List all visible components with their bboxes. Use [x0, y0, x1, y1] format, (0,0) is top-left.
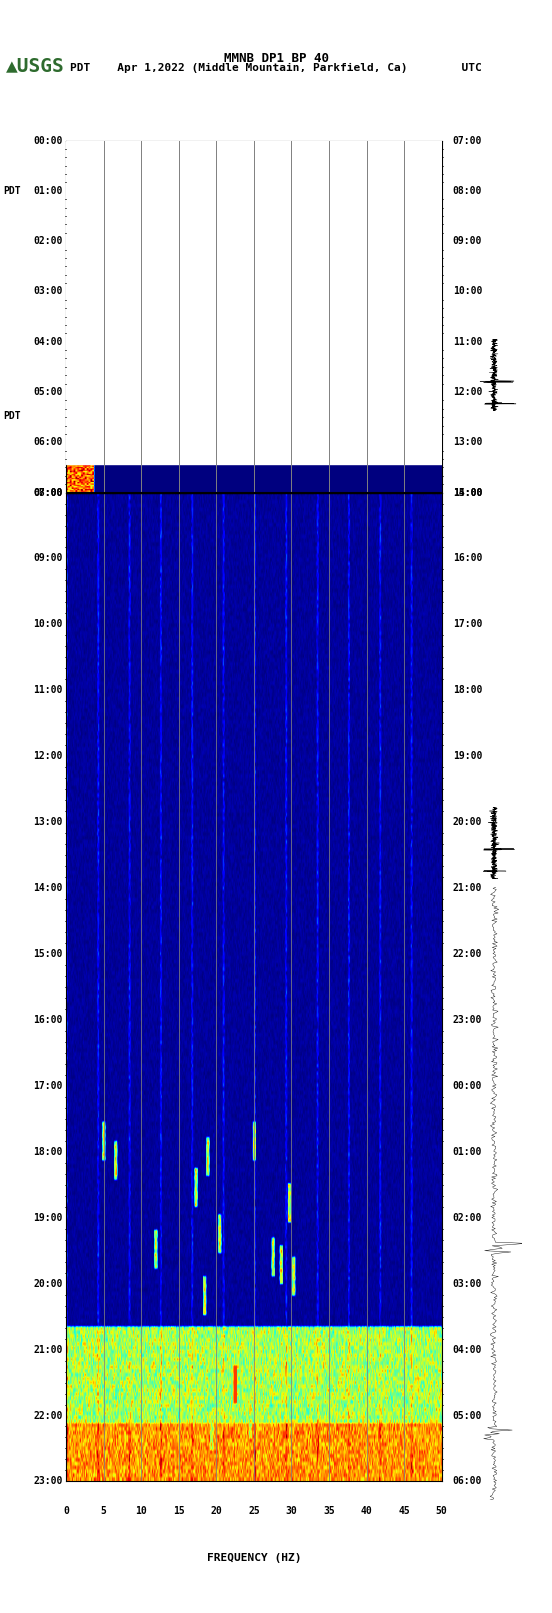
Text: 08:00: 08:00: [33, 487, 62, 497]
Text: 09:00: 09:00: [453, 235, 482, 247]
Text: 10: 10: [135, 1507, 147, 1516]
Text: 45: 45: [398, 1507, 410, 1516]
Text: 23:00: 23:00: [453, 1015, 482, 1024]
Text: 13:00: 13:00: [453, 437, 482, 447]
Text: PDT: PDT: [3, 185, 20, 195]
Text: 22:00: 22:00: [33, 1410, 62, 1421]
Text: 13:00: 13:00: [33, 818, 62, 827]
Text: 50: 50: [436, 1507, 448, 1516]
Text: 12:00: 12:00: [453, 387, 482, 397]
Text: 19:00: 19:00: [33, 1213, 62, 1223]
Text: 08:00: 08:00: [453, 185, 482, 195]
Text: 20:00: 20:00: [453, 818, 482, 827]
Text: 11:00: 11:00: [33, 686, 62, 695]
Text: 30: 30: [285, 1507, 298, 1516]
Text: 16:00: 16:00: [33, 1015, 62, 1024]
Text: 09:00: 09:00: [33, 553, 62, 563]
Text: 35: 35: [323, 1507, 335, 1516]
Text: 03:00: 03:00: [453, 1279, 482, 1289]
Text: 16:00: 16:00: [453, 553, 482, 563]
Text: 23:00: 23:00: [33, 1476, 62, 1487]
Text: PDT    Apr 1,2022 (Middle Mountain, Parkfield, Ca)        UTC: PDT Apr 1,2022 (Middle Mountain, Parkfie…: [70, 63, 482, 73]
Text: FREQUENCY (HZ): FREQUENCY (HZ): [206, 1553, 301, 1563]
Text: 04:00: 04:00: [33, 337, 62, 347]
Text: 40: 40: [360, 1507, 373, 1516]
Text: 11:00: 11:00: [453, 337, 482, 347]
Text: 25: 25: [248, 1507, 260, 1516]
Text: PDT: PDT: [3, 411, 20, 421]
Text: 15: 15: [173, 1507, 185, 1516]
Text: 15:00: 15:00: [453, 487, 482, 497]
Text: 12:00: 12:00: [33, 752, 62, 761]
Text: 00:00: 00:00: [453, 1081, 482, 1090]
Text: 19:00: 19:00: [453, 752, 482, 761]
Text: 05:00: 05:00: [453, 1410, 482, 1421]
Text: ▲USGS: ▲USGS: [6, 56, 64, 76]
Text: 14:00: 14:00: [33, 882, 62, 894]
Text: 0: 0: [63, 1507, 69, 1516]
Text: MMNB DP1 BP 40: MMNB DP1 BP 40: [224, 52, 328, 65]
Text: 02:00: 02:00: [453, 1213, 482, 1223]
Text: 21:00: 21:00: [453, 882, 482, 894]
Text: 00:00: 00:00: [33, 135, 62, 145]
Text: 02:00: 02:00: [33, 235, 62, 247]
Text: 03:00: 03:00: [33, 287, 62, 297]
Text: 06:00: 06:00: [33, 437, 62, 447]
Text: 14:00: 14:00: [453, 487, 482, 497]
Text: 01:00: 01:00: [453, 1147, 482, 1157]
Text: 10:00: 10:00: [33, 619, 62, 629]
Text: 22:00: 22:00: [453, 948, 482, 960]
Text: 20: 20: [210, 1507, 222, 1516]
Text: 07:00: 07:00: [33, 487, 62, 497]
Text: 17:00: 17:00: [33, 1081, 62, 1090]
Text: 18:00: 18:00: [453, 686, 482, 695]
Text: 01:00: 01:00: [33, 185, 62, 195]
Text: 06:00: 06:00: [453, 1476, 482, 1487]
Text: 15:00: 15:00: [33, 948, 62, 960]
Text: 20:00: 20:00: [33, 1279, 62, 1289]
Text: 18:00: 18:00: [33, 1147, 62, 1157]
Text: 17:00: 17:00: [453, 619, 482, 629]
Text: 21:00: 21:00: [33, 1345, 62, 1355]
Text: 05:00: 05:00: [33, 387, 62, 397]
Text: 5: 5: [101, 1507, 107, 1516]
Text: 10:00: 10:00: [453, 287, 482, 297]
Text: 07:00: 07:00: [453, 135, 482, 145]
Text: 04:00: 04:00: [453, 1345, 482, 1355]
